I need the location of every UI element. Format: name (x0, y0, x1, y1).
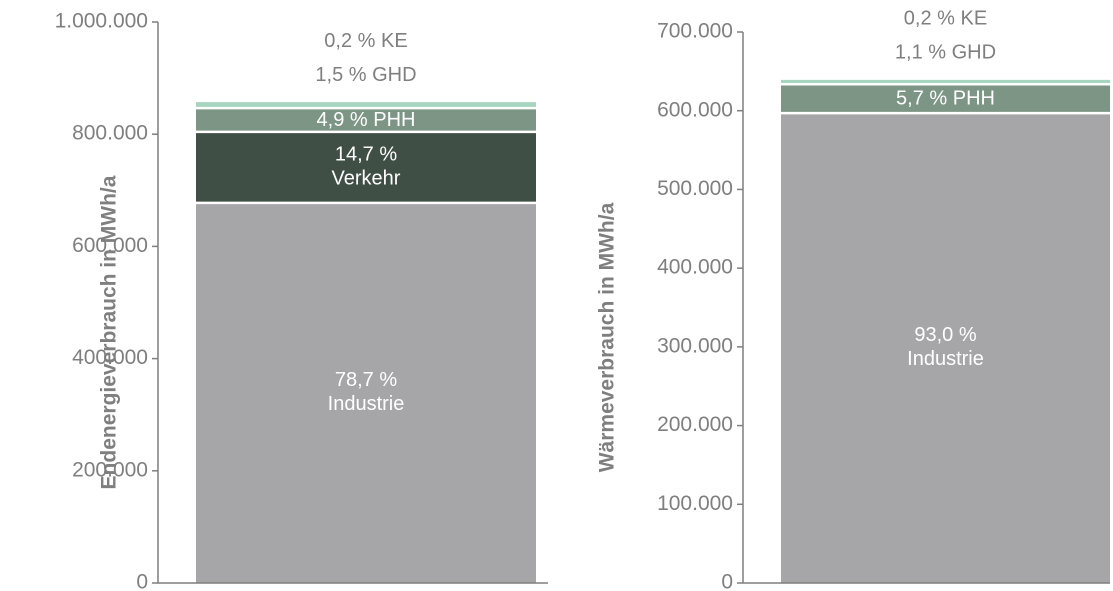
segment-label: 1,1 % GHD (895, 42, 996, 64)
segment-label: 1,5 % GHD (315, 64, 416, 86)
bar-segment (781, 113, 1110, 583)
segment-name: KE (381, 30, 408, 52)
y-tick-label: 200.000 (657, 413, 733, 436)
y-tick-label: 400.000 (657, 256, 733, 279)
y-tick-label: 600.000 (72, 234, 148, 257)
segment-label: 78,7 % Industrie (328, 369, 405, 415)
segment-label: 5,7 % PHH (896, 88, 995, 110)
segment-share: 14,7 % (335, 144, 397, 166)
segment-label: 4,9 % PHH (317, 109, 416, 131)
segment-share: 4,9 % (317, 109, 368, 131)
y-tick-label: 1.000.000 (55, 10, 148, 33)
segment-label: 14,7 % Verkehr (332, 144, 401, 190)
segment-name: Industrie (328, 393, 405, 415)
segment-label: 0,2 % KE (904, 8, 987, 30)
y-axis-label: Wärmeverbrauch in MWh/a (596, 202, 619, 472)
bar-segment (196, 131, 536, 203)
bar-segment (196, 100, 536, 109)
segment-name: Verkehr (332, 168, 401, 190)
y-tick-label: 100.000 (657, 492, 733, 515)
y-tick-label: 800.000 (72, 122, 148, 145)
segment-share: 78,7 % (335, 369, 397, 391)
y-tick-label: 200.000 (72, 458, 148, 481)
y-tick-label: 0 (136, 571, 148, 591)
y-tick-label: 700.000 (657, 20, 733, 43)
y-tick-label: 300.000 (657, 334, 733, 357)
bar-segment (196, 202, 536, 583)
segment-name: KE (961, 8, 988, 30)
y-tick-label: 400.000 (72, 346, 148, 369)
y-axis-label: Endenergieverbrauch in MWh/a (98, 175, 121, 489)
segment-name: GHD (372, 64, 416, 86)
segment-share: 0,2 % (324, 30, 375, 52)
y-tick-label: 500.000 (657, 177, 733, 200)
segment-name: GHD (952, 42, 996, 64)
segment-share: 1,5 % (315, 64, 366, 86)
bar-segment (781, 84, 1110, 114)
segment-name: PHH (373, 109, 415, 131)
segment-share: 1,1 % (895, 42, 946, 64)
segment-name: PHH (953, 88, 995, 110)
segment-share: 93,0 % (914, 324, 976, 346)
segment-name: Industrie (907, 348, 984, 370)
y-tick-label: 600.000 (657, 98, 733, 121)
bar-segment (196, 108, 536, 132)
segment-label: 0,2 % KE (324, 30, 407, 52)
segment-share: 5,7 % (896, 88, 947, 110)
segment-share: 0,2 % (904, 8, 955, 30)
bar-segment (781, 78, 1110, 85)
y-tick-label: 0 (721, 571, 733, 591)
segment-label: 93,0 % Industrie (907, 324, 984, 370)
